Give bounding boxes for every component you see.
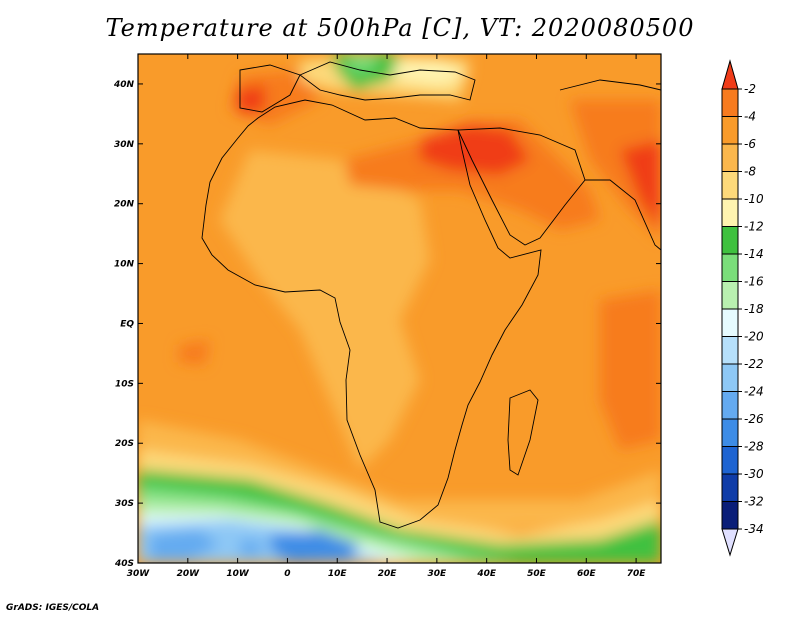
lat-tick-label: 10S [115,379,134,389]
colorbar-swatch [721,418,739,447]
colorbar-swatch [721,88,739,117]
lon-tick-label: 10E [328,569,348,579]
colorbar-tick-label: -34 [744,522,764,536]
lat-tick-label: 30N [114,140,135,150]
longitude-axis: 30W 20W 10W 0 10E 20E 30E 40E 50E 60E 70E [127,54,647,579]
colorbar-swatch [721,226,739,255]
colorbar-tick-label: -10 [744,192,764,206]
lon-tick-label: 10W [226,569,250,579]
colorbar-top-arrow [721,59,739,90]
colorbar: -2 -4 -6 -8 -10 -12 -14 -16 -18 -20 -22 -24 -26 -28 -3… [721,59,764,557]
colorbar-swatch [721,336,739,365]
colorbar-tick-label: -8 [744,165,756,179]
colorbar-swatch [721,501,739,530]
lat-tick-label: 30S [115,499,134,509]
colorbar-bottom-arrow [721,528,739,557]
colorbar-tick-label: -12 [744,220,764,234]
colorbar-swatch [721,308,739,337]
colorbar-tick-label: -20 [744,330,764,344]
colorbar-swatch [721,143,739,172]
colorbar-tick-label: -6 [744,137,756,151]
colorbar-swatch [721,391,739,420]
lon-tick-label: 40E [476,569,497,579]
lon-tick-label: 30W [127,569,151,579]
lon-tick-label: 60E [577,569,597,579]
colorbar-tick-label: -18 [744,302,764,316]
lat-tick-label: 40S [114,559,134,569]
lat-tick-label: 20N [114,200,135,210]
lon-tick-label: 50E [527,569,547,579]
coastlines [201,61,661,529]
lon-tick-label: 0 [284,569,290,579]
colorbar-tick-label: -26 [744,412,764,426]
latitude-axis: 40S 30S 20S 10S EQ 10N 20N 30N 40N [113,80,661,569]
lat-tick-label: 40N [113,80,135,90]
colorbar-tick-label: -16 [744,275,764,289]
lon-tick-label: 30E [428,569,448,579]
credit-label: GrADS: IGES/COLA [6,603,100,613]
lon-tick-label: 20E [378,569,398,579]
map-title: Temperature at 500hPa [C], VT: 202008050… [105,14,695,42]
colorbar-swatch [721,281,739,310]
colorbar-tick-label: -28 [744,440,764,454]
colorbar-tick-label: -14 [744,247,764,261]
colorbar-swatch [721,171,739,200]
plot-frame [137,53,662,564]
colorbar-swatch [721,446,739,475]
colorbar-swatch [721,253,739,282]
lat-tick-label: EQ [120,319,134,329]
lon-tick-label: 70E [627,569,647,579]
temperature-field [138,54,661,563]
colorbar-tick-label: -32 [744,495,764,509]
colorbar-tick-label: -22 [744,357,764,371]
colorbar-swatch [721,473,739,502]
colorbar-swatch [721,198,739,227]
lat-tick-label: 20S [115,439,134,449]
lat-tick-label: 10N [114,260,135,270]
colorbar-swatch [721,116,739,145]
colorbar-tick-label: -24 [744,385,764,399]
lon-tick-label: 20W [177,569,201,579]
colorbar-tick-label: -2 [744,82,756,96]
colorbar-swatch [721,363,739,392]
colorbar-tick-label: -4 [744,110,756,124]
colorbar-tick-label: -30 [744,467,764,481]
